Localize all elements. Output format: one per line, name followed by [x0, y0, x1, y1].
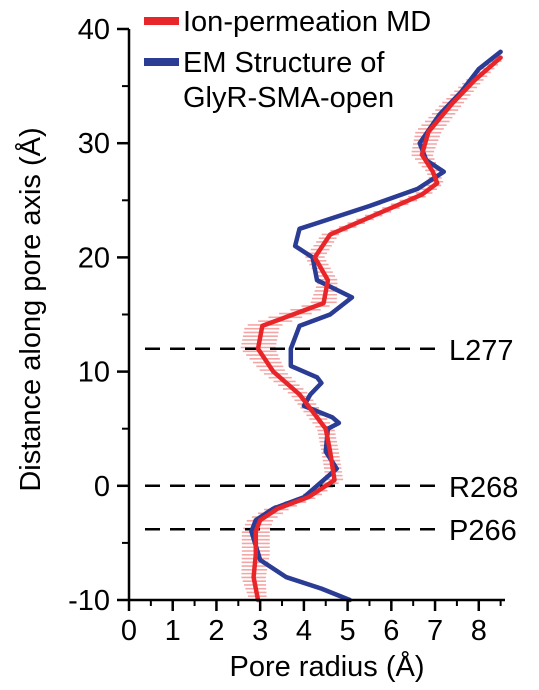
- x-tick-label: 6: [383, 615, 399, 647]
- x-tick-label: 8: [471, 615, 487, 647]
- y-tick-label: 20: [78, 242, 110, 274]
- legend-swatch-md: [144, 17, 179, 25]
- x-tick-label: 5: [340, 615, 356, 647]
- md-series-line: [251, 55, 503, 603]
- x-tick-label: 3: [252, 615, 268, 647]
- y-axis-ticks: -10 0 10 20 30 40: [68, 14, 129, 617]
- residue-reference-lines: L277 R268 P266: [145, 335, 518, 547]
- residue-label-l277: L277: [449, 335, 514, 367]
- y-axis-title: Distance along pore axis (Å): [14, 127, 47, 491]
- em-series-line: [249, 49, 503, 603]
- residue-label-r268: R268: [449, 472, 518, 504]
- x-tick-label: 4: [296, 615, 312, 647]
- legend-label-em-line1: EM Structure of: [183, 47, 385, 79]
- x-tick-label: 2: [208, 615, 224, 647]
- legend-swatch-em: [144, 58, 179, 66]
- legend-label-md: Ion-permeation MD: [183, 6, 431, 38]
- y-tick-label: -10: [68, 585, 110, 617]
- y-tick-label: 40: [78, 14, 110, 46]
- legend-label-em-line2: GlyR-SMA-open: [183, 82, 394, 114]
- x-tick-label: 1: [165, 615, 181, 647]
- x-axis-title: Pore radius (Å): [229, 650, 424, 683]
- legend: Ion-permeation MD EM Structure of GlyR-S…: [144, 6, 431, 114]
- y-tick-label: 10: [78, 357, 110, 389]
- x-tick-label: 0: [121, 615, 137, 647]
- x-tick-label: 7: [427, 615, 443, 647]
- y-tick-label: 0: [94, 471, 110, 503]
- series-lines: [249, 49, 503, 603]
- residue-label-p266: P266: [449, 515, 517, 547]
- y-tick-label: 30: [78, 128, 110, 160]
